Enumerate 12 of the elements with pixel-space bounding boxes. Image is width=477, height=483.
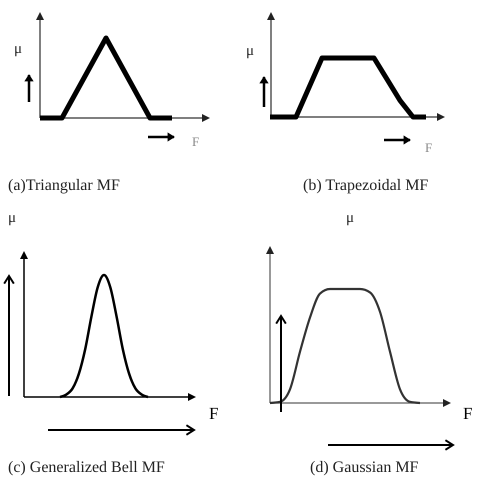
x-axis-title: F bbox=[463, 404, 472, 423]
x-axis-title: F bbox=[425, 140, 432, 155]
y-axis-title: μ bbox=[346, 210, 354, 226]
x-axis-title: F bbox=[192, 134, 200, 149]
text: (d) Gaussian MF bbox=[310, 459, 419, 476]
y-axis-title: μ bbox=[246, 43, 254, 59]
y-axis-title: μ bbox=[14, 41, 22, 57]
x-axis-title: F bbox=[209, 404, 218, 423]
text: (b) Trapezoidal MF bbox=[303, 177, 428, 194]
text: (a)Triangular MF bbox=[8, 177, 120, 194]
text: (c) Generalized Bell MF bbox=[8, 459, 165, 476]
y-axis-title: μ bbox=[8, 210, 16, 226]
